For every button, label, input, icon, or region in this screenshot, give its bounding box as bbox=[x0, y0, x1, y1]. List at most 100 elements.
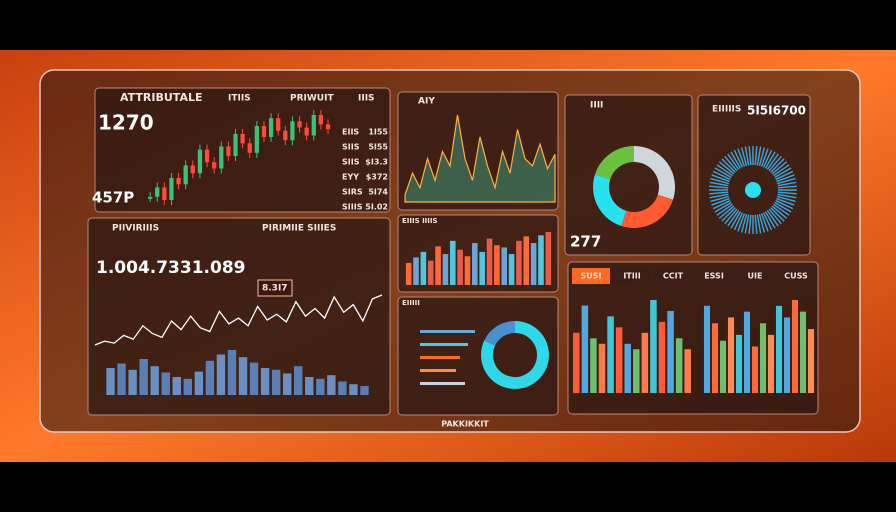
gauge-tick bbox=[773, 203, 790, 216]
value: 1270 bbox=[98, 111, 154, 135]
gauge-tick bbox=[724, 208, 738, 225]
panel bbox=[94, 87, 391, 213]
gauge-tick bbox=[760, 148, 769, 167]
tab-bg bbox=[613, 268, 651, 284]
gauge-tick bbox=[762, 212, 773, 231]
gauge-tick bbox=[760, 213, 769, 232]
bar bbox=[205, 360, 215, 395]
candle bbox=[290, 121, 295, 141]
tab[interactable]: ITIIS bbox=[228, 94, 251, 104]
bar bbox=[675, 338, 683, 393]
gauge-tick bbox=[710, 195, 730, 203]
bar bbox=[479, 251, 485, 285]
candle bbox=[325, 124, 331, 130]
tab-bg bbox=[736, 268, 774, 284]
gauge-tick bbox=[766, 210, 779, 227]
gauge-tick bbox=[776, 197, 795, 206]
list-value: $372 bbox=[366, 173, 388, 182]
gauge-tick bbox=[748, 214, 752, 234]
gauge-tick bbox=[737, 213, 746, 232]
list-label: SIIIS bbox=[342, 203, 363, 212]
title: EIIIS IIIIS bbox=[402, 217, 438, 225]
bar bbox=[449, 240, 456, 285]
gauge-tick bbox=[710, 177, 730, 185]
tab-bg bbox=[695, 268, 733, 284]
tab[interactable]: ATTRIBUTALE bbox=[120, 91, 202, 104]
bar bbox=[581, 305, 589, 393]
gauge-tick bbox=[768, 208, 782, 225]
candle bbox=[169, 177, 174, 200]
tab[interactable]: PIRIMIIE SIIIES bbox=[262, 224, 336, 234]
bar bbox=[227, 350, 237, 395]
gauge-tick bbox=[744, 214, 750, 234]
gauge-tick bbox=[709, 191, 729, 195]
bar bbox=[751, 346, 759, 393]
donut-segment bbox=[593, 174, 627, 226]
bar bbox=[775, 305, 783, 393]
gauge-tick bbox=[740, 147, 748, 167]
gauge-tick bbox=[768, 155, 782, 172]
tab[interactable]: EIIIIIS bbox=[712, 105, 741, 115]
bar bbox=[128, 369, 137, 395]
gauge-tick bbox=[777, 185, 797, 189]
bar bbox=[767, 334, 775, 393]
candle bbox=[183, 165, 188, 185]
bar bbox=[360, 386, 369, 395]
bar bbox=[650, 300, 657, 393]
gauge-tick bbox=[775, 199, 794, 210]
candle bbox=[276, 118, 281, 131]
gauge-tick bbox=[730, 211, 742, 229]
bar bbox=[641, 332, 649, 393]
tab[interactable]: ESSI bbox=[704, 272, 724, 281]
tab[interactable]: CCIT bbox=[663, 272, 684, 281]
bar bbox=[719, 340, 727, 393]
bar bbox=[743, 311, 751, 393]
candle bbox=[283, 130, 288, 141]
gauge-tick bbox=[737, 148, 746, 167]
tab[interactable]: CUSS bbox=[784, 272, 808, 281]
gauge-tick bbox=[764, 151, 776, 169]
tab[interactable]: IIII bbox=[590, 101, 603, 111]
bar bbox=[501, 247, 508, 285]
gauge-tick bbox=[771, 161, 788, 175]
bar bbox=[472, 243, 478, 285]
gauge-tick bbox=[711, 197, 730, 206]
bar bbox=[607, 316, 614, 393]
gauge-tick bbox=[748, 146, 752, 166]
candle bbox=[148, 196, 153, 199]
gauge-tick bbox=[754, 146, 758, 166]
bar bbox=[530, 243, 537, 285]
list-label: SIRS bbox=[342, 188, 363, 197]
tab[interactable]: IIIS bbox=[358, 94, 375, 104]
bar bbox=[327, 375, 336, 395]
gauge-tick bbox=[714, 167, 732, 179]
candle bbox=[155, 187, 160, 197]
tab[interactable]: PRIWUIT bbox=[290, 94, 334, 104]
bar bbox=[624, 343, 631, 393]
tab[interactable]: ITIII bbox=[623, 272, 640, 281]
candle bbox=[197, 149, 203, 174]
bar bbox=[216, 354, 226, 395]
tab-bg bbox=[654, 268, 692, 284]
bar bbox=[238, 357, 248, 395]
gauge-tick bbox=[754, 214, 758, 234]
bar bbox=[271, 369, 281, 395]
tab[interactable]: UIE bbox=[748, 272, 763, 281]
bar bbox=[457, 249, 463, 285]
gauge-tick bbox=[718, 161, 735, 175]
bar bbox=[249, 362, 259, 395]
bar bbox=[615, 327, 623, 393]
top-tabs: ATTRIBUTALE ITIIS PRIWUIT IIIS bbox=[120, 91, 375, 104]
gauge-tick bbox=[711, 174, 730, 183]
candle bbox=[233, 133, 238, 156]
gauge-tick bbox=[777, 193, 797, 199]
bar bbox=[161, 372, 170, 395]
gauge-tick bbox=[721, 158, 736, 173]
tab[interactable]: SUSI bbox=[581, 272, 602, 281]
tab[interactable]: PIIVIRIIIS bbox=[112, 224, 159, 234]
gauge-tick bbox=[727, 153, 740, 170]
tab-bg bbox=[572, 268, 610, 284]
gauge-tick bbox=[776, 177, 796, 185]
gauge-tick bbox=[718, 205, 735, 219]
gauge-tick bbox=[733, 149, 744, 168]
